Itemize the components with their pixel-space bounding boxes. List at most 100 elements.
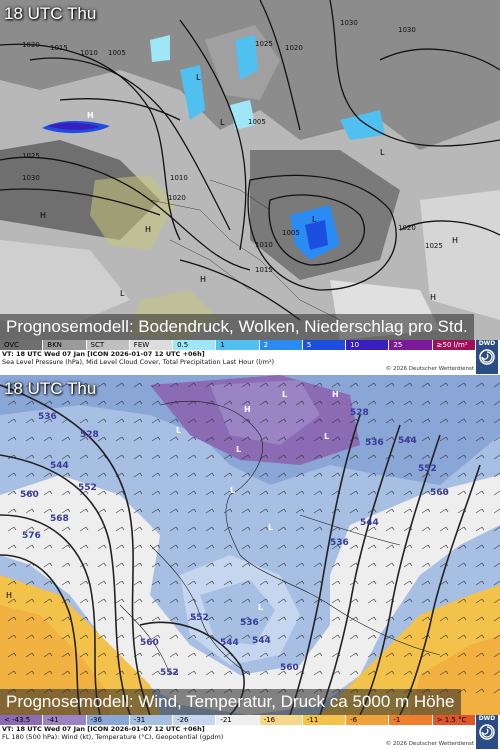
- wind-barb: [295, 562, 305, 568]
- wind-barb: [205, 472, 215, 478]
- wind-barb: [223, 544, 233, 550]
- wind-barb: [439, 382, 449, 388]
- wind-barb: [241, 616, 251, 622]
- wind-barb: [403, 670, 413, 676]
- wind-barb: [313, 472, 323, 478]
- dwd-logo-text: DWD: [478, 340, 496, 347]
- wind-barb: [439, 418, 449, 424]
- wind-barb: [205, 562, 215, 568]
- upper-air-panel: 536 528 544 552 560 568 576 528 536 544 …: [0, 375, 500, 750]
- legend-cell: -21: [216, 715, 260, 725]
- wind-barb: [457, 562, 467, 568]
- wind-barb: [367, 472, 377, 478]
- wind-barb: [259, 526, 269, 532]
- wind-barb: [349, 652, 359, 658]
- svg-text:1025: 1025: [425, 242, 443, 250]
- wind-barb: [259, 436, 269, 442]
- legend-cell: -31: [129, 715, 174, 725]
- wind-barb: [259, 580, 269, 586]
- wind-barb: [115, 652, 125, 658]
- wind-barb: [61, 490, 71, 496]
- wind-barb: [295, 652, 305, 658]
- wind-barb: [223, 616, 233, 622]
- wind-barb: [493, 580, 500, 586]
- dwd-logo: DWD: [476, 715, 498, 749]
- wind-barb: [475, 400, 485, 406]
- wind-barb: [367, 652, 377, 658]
- svg-text:L: L: [282, 390, 287, 399]
- wind-barb: [241, 508, 251, 514]
- wind-barb: [277, 400, 287, 406]
- wind-barb: [97, 562, 107, 568]
- wind-barb: [25, 634, 35, 640]
- wind-barb: [151, 472, 161, 478]
- wind-barb: [205, 616, 215, 622]
- svg-text:H: H: [244, 405, 251, 414]
- wind-barb: [493, 634, 500, 640]
- svg-text:1005: 1005: [248, 118, 266, 126]
- svg-text:H: H: [200, 275, 206, 284]
- svg-text:L: L: [176, 426, 181, 435]
- wind-barb: [61, 652, 71, 658]
- wind-barb: [295, 598, 305, 604]
- wind-barb: [475, 418, 485, 424]
- wind-barb: [457, 382, 467, 388]
- wind-barb: [241, 562, 251, 568]
- wind-barb: [493, 526, 500, 532]
- wind-barb: [79, 634, 89, 640]
- wind-barb: [493, 616, 500, 622]
- wind-barb: [115, 508, 125, 514]
- svg-text:568: 568: [50, 514, 69, 524]
- wind-barb: [205, 526, 215, 532]
- wind-barb: [367, 490, 377, 496]
- wind-barb: [439, 454, 449, 460]
- svg-text:1015: 1015: [255, 266, 273, 274]
- svg-text:1015: 1015: [50, 44, 68, 52]
- wind-barb: [133, 526, 143, 532]
- wind-barb: [313, 670, 323, 676]
- model-info-bar: VT: 18 UTC Wed 07 Jan [ICON 2026-01-07 1…: [0, 350, 476, 375]
- legend-cell: -16: [259, 715, 303, 725]
- wind-barb: [43, 580, 53, 586]
- svg-text:536: 536: [240, 618, 259, 628]
- wind-barb: [439, 580, 449, 586]
- wind-barb: [259, 418, 269, 424]
- wind-barb: [385, 634, 395, 640]
- wind-barb: [115, 526, 125, 532]
- svg-text:1005: 1005: [108, 49, 126, 57]
- svg-text:L: L: [120, 289, 125, 298]
- wind-barb: [169, 652, 179, 658]
- svg-text:552: 552: [418, 464, 437, 474]
- wind-barb: [115, 382, 125, 388]
- wind-barb: [475, 436, 485, 442]
- wind-barb: [241, 634, 251, 640]
- wind-barb: [367, 454, 377, 460]
- wind-barb: [133, 418, 143, 424]
- dwd-logo-text: DWD: [478, 715, 496, 722]
- wind-barb: [79, 670, 89, 676]
- wind-barb: [367, 580, 377, 586]
- legend-cell: 25: [389, 340, 433, 350]
- wind-barb: [43, 598, 53, 604]
- wind-barb: [295, 490, 305, 496]
- wind-barb: [7, 634, 17, 640]
- wind-barb: [205, 508, 215, 514]
- svg-text:1020: 1020: [285, 44, 303, 52]
- wind-barb: [151, 634, 161, 640]
- wind-barb: [331, 580, 341, 586]
- wind-barb: [151, 436, 161, 442]
- legend-cell: 0.5: [173, 340, 217, 350]
- legend-cell: SCT: [86, 340, 130, 350]
- wind-barb: [493, 418, 500, 424]
- wind-barb: [151, 490, 161, 496]
- wind-barb: [151, 598, 161, 604]
- wind-barb: [331, 598, 341, 604]
- wind-barb: [493, 544, 500, 550]
- wind-barb: [43, 616, 53, 622]
- wind-barb: [313, 454, 323, 460]
- wind-barb: [187, 562, 197, 568]
- wind-barb: [259, 472, 269, 478]
- wind-barb: [259, 400, 269, 406]
- wind-barb: [259, 508, 269, 514]
- wind-barb: [421, 670, 431, 676]
